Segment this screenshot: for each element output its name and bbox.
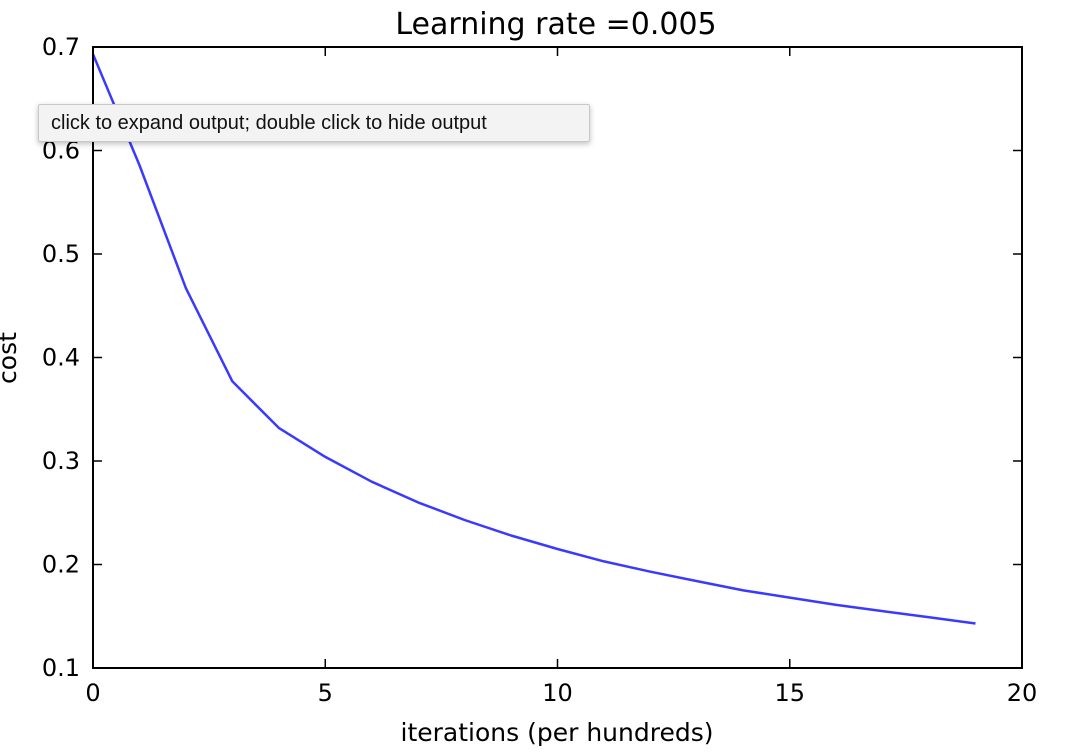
cost-series-line [91, 53, 976, 625]
chart-title: Learning rate =0.005 [395, 7, 716, 42]
y-tick-label: 0.4 [42, 344, 80, 372]
expand-output-tooltip: click to expand output; double click to … [38, 104, 590, 142]
x-axis-label: iterations (per hundreds) [401, 718, 714, 747]
y-tick-label: 0.7 [42, 33, 80, 61]
x-tick-label: 5 [318, 679, 333, 707]
x-tick-label: 20 [1007, 679, 1038, 707]
x-tick-label: 0 [85, 679, 100, 707]
y-tick-label: 0.2 [42, 551, 80, 579]
y-axis-label: cost [0, 332, 22, 384]
x-tick-label: 10 [542, 679, 573, 707]
y-tick-label: 0.1 [42, 654, 80, 682]
x-tick-label: 15 [774, 679, 805, 707]
y-tick-label: 0.3 [42, 447, 80, 475]
y-tick-label: 0.5 [42, 240, 80, 268]
